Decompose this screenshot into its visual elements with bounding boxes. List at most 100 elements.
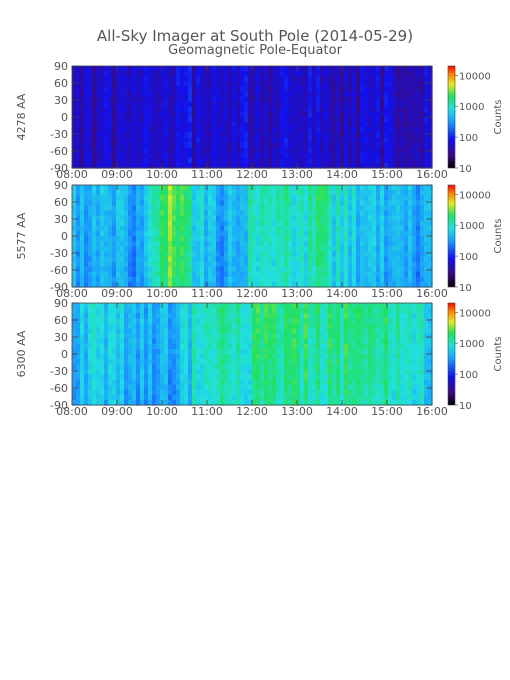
- heatmap-cell: [240, 225, 245, 232]
- heatmap-cell: [248, 364, 253, 370]
- heatmap-cell: [236, 152, 241, 159]
- heatmap-cell: [224, 318, 229, 324]
- heatmap-cell: [324, 236, 329, 242]
- heatmap-cell: [216, 348, 221, 355]
- heatmap-cell: [292, 220, 297, 227]
- heatmap-cell: [416, 152, 421, 159]
- heatmap-cell: [88, 117, 93, 123]
- heatmap-cell: [232, 348, 237, 355]
- heatmap-cell: [160, 86, 165, 93]
- heatmap-cell: [320, 318, 325, 324]
- heatmap-cell: [164, 205, 169, 212]
- heatmap-cell: [152, 394, 157, 401]
- heatmap-cell: [216, 205, 221, 212]
- heatmap-cell: [292, 328, 297, 335]
- heatmap-cell: [300, 323, 305, 330]
- heatmap-cell: [232, 281, 237, 288]
- heatmap-cell: [76, 374, 81, 381]
- heatmap-cell: [336, 185, 341, 191]
- heatmap-cell: [392, 147, 397, 154]
- heatmap-cell: [376, 190, 381, 196]
- heatmap-cell: [156, 333, 161, 340]
- heatmap-cell: [300, 137, 305, 144]
- heatmap-cell: [256, 389, 261, 396]
- heatmap-cell: [96, 111, 101, 118]
- heatmap-cell: [192, 303, 197, 309]
- heatmap-cell: [364, 236, 369, 242]
- colorbar-tick-label: 10: [459, 164, 472, 175]
- heatmap-cell: [300, 348, 305, 355]
- heatmap-cell: [252, 215, 257, 222]
- heatmap-cell: [264, 200, 269, 206]
- heatmap-cell: [388, 152, 393, 159]
- heatmap-cell: [380, 142, 385, 149]
- heatmap-cell: [184, 162, 189, 169]
- heatmap-cell: [176, 195, 181, 201]
- heatmap-cell: [260, 374, 265, 381]
- heatmap-cell: [160, 354, 165, 360]
- heatmap-cell: [92, 333, 97, 340]
- heatmap-cell: [400, 246, 405, 252]
- heatmap-cell: [356, 281, 361, 288]
- heatmap-cell: [136, 210, 141, 217]
- heatmap-cell: [236, 66, 241, 72]
- heatmap-cell: [208, 354, 213, 360]
- heatmap-cell: [124, 236, 129, 242]
- heatmap-cell: [224, 303, 229, 309]
- heatmap-cell: [276, 91, 281, 98]
- heatmap-cell: [364, 106, 369, 113]
- heatmap-cell: [340, 276, 345, 283]
- heatmap-cell: [96, 394, 101, 401]
- x-tick-label: 16:00: [416, 168, 448, 181]
- heatmap-cell: [360, 137, 365, 144]
- heatmap-cell: [280, 190, 285, 196]
- heatmap-cell: [136, 106, 141, 113]
- heatmap-cell: [352, 127, 357, 133]
- heatmap-cell: [276, 147, 281, 154]
- heatmap-cell: [196, 185, 201, 191]
- heatmap-cell: [428, 132, 433, 138]
- heatmap-cell: [280, 246, 285, 252]
- heatmap-cell: [280, 200, 285, 206]
- heatmap-cell: [332, 132, 337, 138]
- heatmap-cell: [332, 256, 337, 263]
- heatmap-cell: [212, 200, 217, 206]
- heatmap-cell: [220, 333, 225, 340]
- heatmap-cell: [80, 220, 85, 227]
- heatmap-cell: [84, 374, 89, 381]
- heatmap-cell: [80, 303, 85, 309]
- heatmap-cell: [128, 281, 133, 288]
- heatmap-cell: [216, 354, 221, 360]
- heatmap-cell: [104, 210, 109, 217]
- heatmap-cell: [92, 71, 97, 77]
- heatmap-cell: [156, 117, 161, 123]
- heatmap-cell: [148, 91, 153, 98]
- heatmap-cell: [256, 205, 261, 212]
- heatmap-cell: [164, 230, 169, 237]
- heatmap-cell: [108, 333, 113, 340]
- heatmap-cell: [204, 236, 209, 242]
- heatmap-cell: [404, 76, 409, 82]
- heatmap-cell: [364, 132, 369, 138]
- heatmap-cell: [396, 96, 401, 103]
- heatmap-cell: [176, 142, 181, 149]
- heatmap-cell: [408, 132, 413, 138]
- heatmap-cell: [272, 399, 277, 406]
- heatmap-cell: [388, 271, 393, 278]
- heatmap-cell: [360, 271, 365, 278]
- heatmap-cell: [324, 66, 329, 72]
- heatmap-cell: [268, 185, 273, 191]
- heatmap-cell: [112, 200, 117, 206]
- heatmap-cell: [288, 338, 293, 345]
- heatmap-cell: [256, 157, 261, 164]
- heatmap-cell: [324, 220, 329, 227]
- heatmap-cell: [292, 137, 297, 144]
- heatmap-cell: [248, 76, 253, 82]
- heatmap-cell: [376, 76, 381, 82]
- heatmap-cell: [340, 132, 345, 138]
- heatmap-cell: [224, 152, 229, 159]
- heatmap-cell: [364, 117, 369, 123]
- heatmap-cell: [304, 106, 309, 113]
- heatmap-cell: [292, 195, 297, 201]
- heatmap-cell: [280, 215, 285, 222]
